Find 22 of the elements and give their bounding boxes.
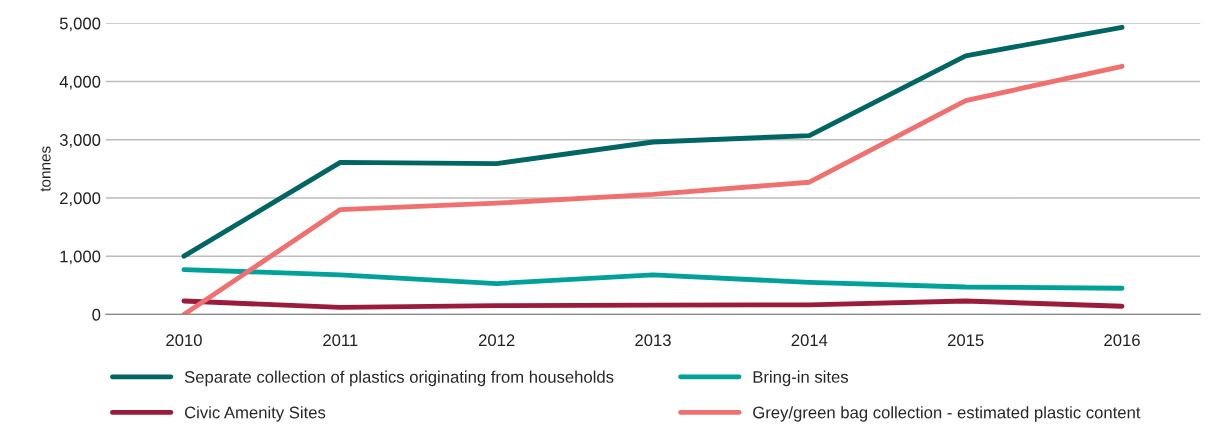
legend-label: Separate collection of plastics originating from households bbox=[184, 370, 614, 387]
x-tick-label: 2011 bbox=[323, 334, 358, 347]
y-axis-title: tonnes bbox=[40, 146, 51, 192]
x-tick-label: 2010 bbox=[166, 334, 202, 347]
x-tick-label: 2013 bbox=[635, 334, 671, 347]
y-tick-label: 1,000 bbox=[60, 250, 101, 265]
y-tick-label: 2,000 bbox=[60, 192, 101, 207]
x-tick-label: 2014 bbox=[791, 334, 828, 347]
line-series bbox=[181, 267, 1125, 291]
line-series bbox=[181, 298, 1125, 310]
legend-label: Bring-in sites bbox=[753, 370, 849, 387]
line-series bbox=[181, 63, 1125, 315]
x-tick-label: 2015 bbox=[947, 334, 984, 347]
x-tick-label: 2016 bbox=[1104, 334, 1140, 347]
y-tick-label: 3,000 bbox=[59, 134, 101, 148]
legend-label: Grey/green bag collection - estimated plastic content bbox=[753, 406, 1141, 422]
legend-label: Civic Amenity Sites bbox=[184, 406, 326, 422]
line-series bbox=[181, 24, 1125, 259]
x-tick-label: 2012 bbox=[478, 334, 515, 347]
y-tick-label: 4,000 bbox=[59, 75, 101, 90]
y-tick-label: 0 bbox=[92, 308, 101, 321]
y-tick-label: 5,000 bbox=[59, 17, 101, 32]
